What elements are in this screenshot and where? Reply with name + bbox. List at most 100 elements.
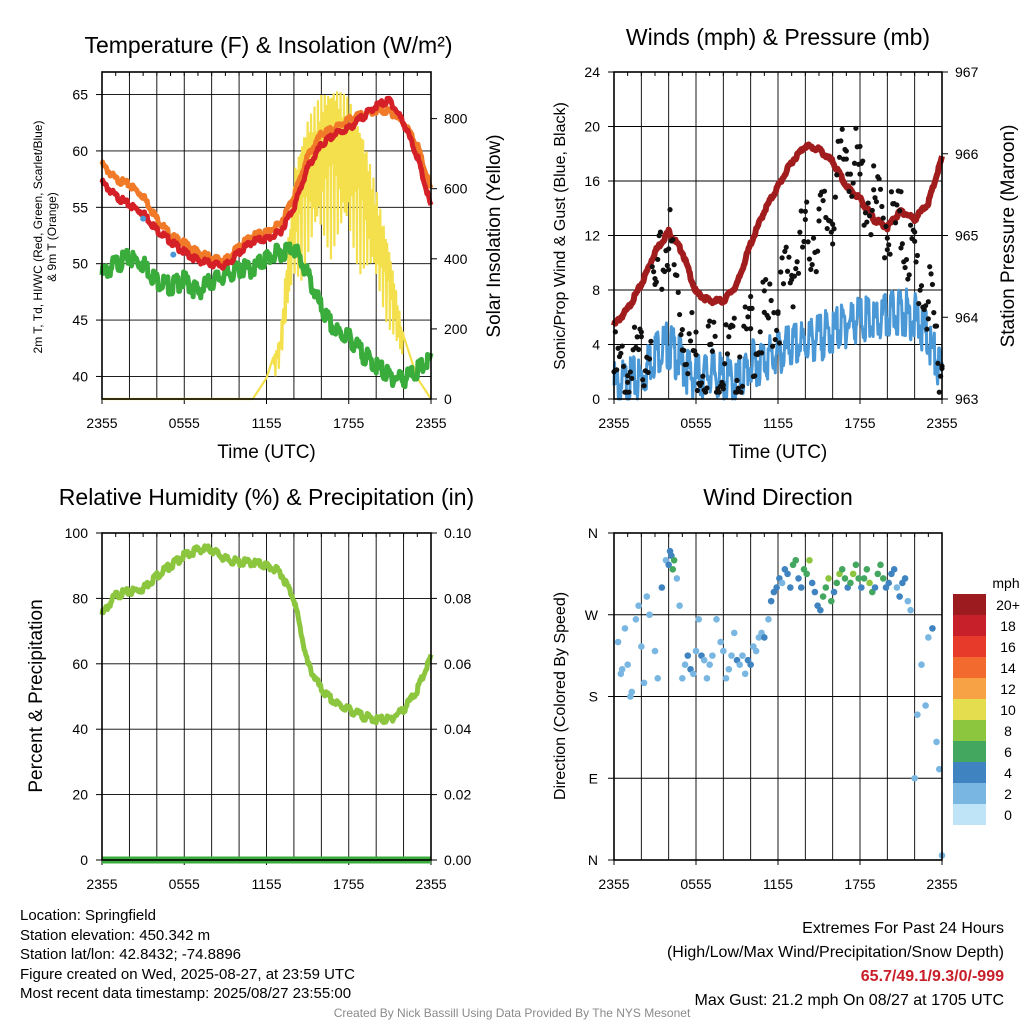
gust-point bbox=[830, 241, 836, 247]
wind-direction-point bbox=[863, 566, 871, 573]
gust-point bbox=[700, 373, 706, 379]
gust-point bbox=[778, 269, 784, 275]
gust-point bbox=[791, 273, 798, 279]
legend-color-swatch bbox=[953, 615, 986, 636]
gust-point bbox=[902, 264, 908, 271]
gust-point bbox=[850, 180, 856, 186]
wind-direction-point bbox=[847, 579, 854, 587]
gust-point bbox=[838, 138, 844, 144]
gust-point bbox=[666, 246, 672, 252]
gust-point bbox=[843, 148, 849, 154]
wind-direction-point bbox=[860, 575, 868, 582]
wind-direction-point bbox=[918, 661, 925, 669]
gust-point bbox=[924, 326, 930, 332]
direction-tick-label: W bbox=[585, 607, 599, 623]
wind-direction-point bbox=[722, 675, 730, 682]
wind-direction-point bbox=[890, 566, 898, 573]
gust-point bbox=[667, 207, 673, 213]
y2-tick-label-1: 963 bbox=[955, 391, 979, 407]
x-tick-label-0: 1155 bbox=[251, 415, 281, 431]
wind-direction-point bbox=[811, 588, 819, 596]
gust-point bbox=[790, 304, 796, 310]
gust-point bbox=[927, 264, 933, 270]
gust-point bbox=[694, 387, 700, 394]
wind-direction-point bbox=[822, 584, 830, 591]
credit-text: Created By Nick Bassill Using Data Provi… bbox=[333, 1006, 691, 1020]
gust-point bbox=[897, 208, 903, 214]
legend-speed-label: 8 bbox=[1004, 723, 1012, 739]
wind-direction-point bbox=[684, 652, 692, 659]
wind-direction-point bbox=[778, 579, 786, 587]
gust-point bbox=[615, 345, 621, 351]
y-tick-label-1: 4 bbox=[592, 337, 600, 353]
windchill-point bbox=[170, 251, 177, 258]
station-info: Location: Springfield Station elevation:… bbox=[20, 906, 355, 1004]
gust-point bbox=[677, 311, 683, 318]
gust-point bbox=[853, 125, 859, 131]
x-tick-label-3: 0555 bbox=[680, 876, 711, 892]
wind-direction-point bbox=[709, 652, 716, 659]
y-tick-label-1: 12 bbox=[584, 228, 600, 244]
gust-point bbox=[869, 207, 875, 214]
station-pressure-line bbox=[611, 141, 945, 327]
x-tick-label-1: 1755 bbox=[844, 415, 875, 431]
wind-direction-point bbox=[806, 556, 813, 564]
temp-2m-line bbox=[99, 95, 434, 271]
temp-9m-line bbox=[99, 105, 434, 266]
wind-direction-point bbox=[911, 774, 918, 782]
wind-direction-point bbox=[720, 647, 727, 655]
x-tick-label-2: 1155 bbox=[251, 876, 281, 892]
gust-point bbox=[720, 382, 726, 388]
gust-point bbox=[693, 352, 699, 358]
y2-tick-label-2: 0.04 bbox=[444, 721, 471, 737]
wind-direction-point bbox=[621, 625, 629, 632]
gust-point bbox=[802, 216, 808, 223]
gust-point bbox=[685, 371, 691, 377]
legend-speed-label: 20+ bbox=[996, 597, 1020, 613]
gust-point bbox=[638, 329, 644, 335]
gust-point bbox=[625, 379, 631, 385]
wind-direction-point bbox=[646, 611, 653, 619]
gust-point bbox=[839, 126, 845, 132]
gust-point bbox=[708, 341, 714, 347]
gust-point bbox=[860, 158, 866, 164]
chart-title-winds: Winds (mph) & Pressure (mb) bbox=[626, 24, 930, 50]
gust-point bbox=[634, 334, 640, 340]
gust-point bbox=[808, 266, 814, 273]
gust-point bbox=[651, 269, 657, 275]
legend-speed-label: 0 bbox=[1004, 807, 1012, 823]
gust-point bbox=[723, 322, 729, 328]
elevation-text: Station elevation: 450.342 m bbox=[20, 926, 211, 944]
legend-color-swatch bbox=[953, 804, 986, 825]
gust-point bbox=[865, 200, 871, 206]
gust-point bbox=[933, 323, 940, 329]
wind-direction-point bbox=[830, 588, 838, 596]
wind-direction-point bbox=[651, 647, 659, 655]
wind-direction-point bbox=[825, 575, 832, 582]
wind-direction-point bbox=[736, 661, 744, 669]
y-axis-label-winds: Sonic/Prop Wind & Gust (Blue, Black) bbox=[552, 102, 569, 370]
gust-point bbox=[872, 195, 878, 201]
wind-direction-point bbox=[877, 561, 884, 569]
gust-point bbox=[693, 329, 699, 335]
wind-direction-point bbox=[658, 584, 666, 591]
plot-border-0 bbox=[101, 71, 432, 400]
gust-point bbox=[906, 272, 912, 278]
y-tick-label-2: 20 bbox=[72, 787, 88, 803]
wind-direction-point bbox=[614, 638, 622, 646]
wind-direction-point bbox=[706, 661, 713, 669]
x-tick-label-2: 0555 bbox=[169, 876, 200, 892]
gust-point bbox=[659, 286, 665, 292]
legend-speed-label: 10 bbox=[1000, 702, 1016, 718]
gust-point bbox=[928, 271, 934, 277]
direction-tick-label: N bbox=[588, 525, 598, 541]
gust-point bbox=[810, 235, 817, 241]
gust-point bbox=[801, 238, 807, 245]
y-axis-label-temperature-2: & 9m T (Orange) bbox=[45, 192, 59, 282]
gust-point bbox=[737, 354, 743, 360]
gust-point bbox=[783, 244, 789, 250]
y-tick-label-2: 40 bbox=[72, 721, 88, 737]
gust-point bbox=[657, 229, 664, 235]
gust-point bbox=[916, 300, 922, 307]
y-tick-label-2: 100 bbox=[65, 525, 89, 541]
